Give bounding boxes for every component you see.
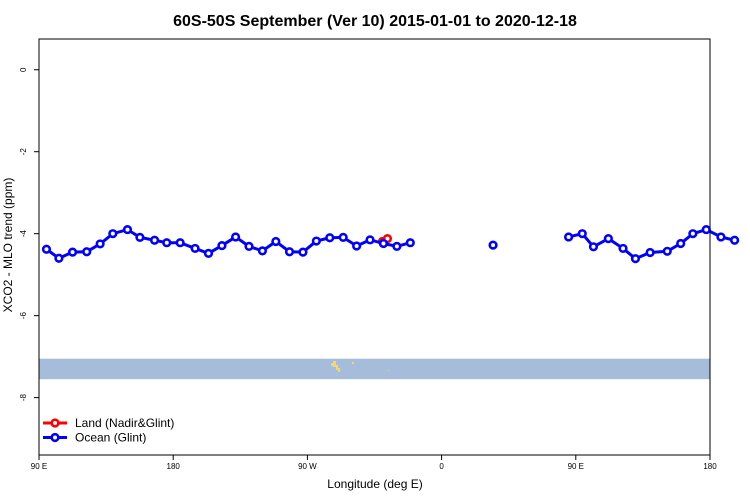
data-point [271, 236, 281, 247]
data-point [577, 229, 587, 239]
x-tick-label: 180 [167, 462, 181, 471]
data-point [298, 247, 308, 257]
data-point [588, 242, 599, 252]
data-point [730, 235, 740, 245]
data-point [257, 246, 268, 256]
data-point [688, 229, 698, 239]
data-point [603, 233, 613, 244]
y-axis: 0 -2 -4 -6 -8 [19, 67, 39, 401]
y-tick-label: 0 [19, 67, 28, 72]
legend-item: Ocean (Glint) [43, 431, 146, 445]
data-point [488, 240, 498, 250]
legend-marker [50, 418, 60, 428]
ocean-band [39, 358, 710, 380]
chart-title: 60S-50S September (Ver 10) 2015-01-01 to… [173, 13, 577, 30]
data-point [701, 224, 711, 235]
data-point [230, 232, 241, 242]
data-point [244, 241, 254, 251]
data-point [203, 248, 214, 258]
data-point [82, 247, 92, 257]
data-point [95, 239, 105, 249]
x-tick-label: 90 W [298, 462, 317, 471]
data-point [311, 236, 321, 246]
data-point [217, 240, 227, 251]
data-point [645, 247, 655, 258]
data-point [149, 235, 160, 245]
data-point [325, 233, 335, 243]
map-strip [39, 358, 710, 380]
land-patch [333, 361, 336, 367]
data-point [108, 229, 118, 239]
land-patch [331, 363, 333, 366]
data-point [162, 238, 172, 248]
y-axis-label: XCO2 - MLO trend (ppm) [1, 178, 15, 313]
data-point [392, 241, 402, 251]
y-tick-label: -4 [19, 230, 28, 238]
x-tick-label: 90 E [31, 462, 47, 471]
data-point [135, 232, 145, 242]
data-point [352, 241, 362, 251]
x-axis: 90 E 180 90 W 0 90 E 180 [31, 455, 717, 471]
land-patch [338, 368, 340, 372]
plot-frame [38, 38, 711, 456]
y-tick-label: -6 [19, 312, 28, 320]
series-line [45, 227, 411, 260]
data-point [175, 238, 185, 248]
x-tick-label: 0 [439, 462, 444, 471]
data-point [676, 238, 686, 249]
data-point [618, 243, 628, 254]
data-point [662, 246, 672, 256]
plot-area [41, 224, 740, 264]
data-point [338, 232, 348, 242]
legend: Land (Nadir&Glint)Ocean (Glint) [43, 416, 174, 445]
legend-marker [50, 432, 60, 443]
data-point [284, 247, 295, 257]
series-1 [41, 224, 740, 264]
land-patch [336, 365, 338, 370]
y-tick-label: -2 [19, 148, 28, 156]
y-tick-label: -8 [19, 394, 28, 402]
data-point [41, 244, 52, 254]
data-point [190, 243, 200, 254]
land-patch [352, 362, 354, 364]
x-tick-label: 180 [703, 462, 717, 471]
legend-item: Land (Nadir&Glint) [43, 416, 174, 430]
data-point [405, 238, 415, 248]
data-point [122, 224, 133, 235]
data-point [67, 247, 78, 257]
land-patch [388, 370, 389, 371]
data-point [365, 235, 375, 245]
data-point [716, 232, 726, 242]
data-point [563, 232, 574, 242]
data-point [54, 253, 64, 263]
legend-label: Ocean (Glint) [75, 431, 146, 445]
legend-label: Land (Nadir&Glint) [75, 416, 174, 430]
x-tick-label: 90 E [568, 462, 584, 471]
data-point [378, 238, 389, 249]
data-point [630, 254, 641, 264]
x-axis-label: Longitude (deg E) [327, 477, 422, 491]
